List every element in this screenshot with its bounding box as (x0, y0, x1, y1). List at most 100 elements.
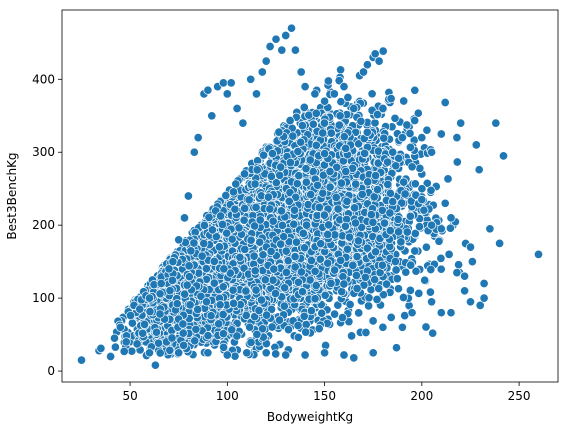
data-point (267, 322, 277, 332)
data-point (228, 285, 238, 295)
data-point (351, 270, 361, 281)
data-point (221, 190, 231, 201)
data-point (281, 246, 291, 256)
data-point (391, 265, 401, 275)
data-point (297, 287, 308, 297)
data-point (371, 247, 381, 257)
data-point (230, 351, 240, 361)
data-point (353, 236, 363, 246)
data-point (301, 327, 311, 337)
data-points (76, 23, 544, 370)
data-point (318, 128, 328, 138)
data-point (428, 328, 438, 338)
data-point (314, 202, 324, 212)
data-point (239, 215, 249, 225)
data-point (277, 220, 287, 230)
data-point (245, 322, 255, 332)
data-point (364, 301, 374, 311)
data-point (333, 204, 343, 214)
data-point (276, 239, 286, 249)
data-point (293, 332, 303, 342)
data-point (254, 305, 264, 316)
data-point (411, 266, 421, 276)
data-point (291, 237, 302, 247)
data-point (410, 179, 420, 189)
data-point (342, 244, 353, 254)
data-point (296, 137, 306, 147)
data-point (325, 182, 335, 192)
data-point (311, 280, 321, 291)
data-point (337, 287, 347, 297)
data-point (218, 329, 228, 339)
data-point (314, 324, 324, 334)
data-point (336, 65, 346, 75)
data-point (244, 195, 254, 205)
data-point (386, 312, 396, 322)
data-point (385, 226, 395, 236)
data-point (474, 165, 484, 175)
data-point (279, 301, 289, 311)
data-point (405, 285, 415, 295)
data-point (344, 232, 355, 242)
data-point (268, 216, 278, 226)
data-point (339, 132, 349, 142)
data-point (289, 205, 300, 215)
data-point (370, 118, 380, 128)
data-point (360, 272, 370, 282)
data-point (241, 286, 251, 296)
data-point (304, 110, 314, 120)
data-point (228, 187, 239, 197)
data-point (324, 220, 334, 230)
data-point (436, 253, 446, 263)
data-point (420, 275, 430, 285)
data-point (393, 284, 404, 294)
data-point (370, 275, 380, 285)
data-point (454, 260, 464, 270)
data-point (284, 196, 294, 206)
data-point (289, 219, 299, 229)
data-point (255, 215, 265, 225)
data-point (374, 283, 384, 294)
data-point (310, 266, 320, 276)
data-point (246, 235, 256, 245)
data-point (280, 283, 290, 293)
data-point (318, 188, 328, 198)
data-point (426, 185, 436, 195)
data-point (434, 236, 444, 246)
data-point (440, 97, 450, 108)
data-point (362, 243, 372, 253)
data-point (298, 228, 308, 238)
data-point (317, 308, 327, 318)
data-point (414, 222, 425, 232)
data-point (219, 342, 229, 352)
data-point (410, 115, 420, 126)
data-point (421, 242, 431, 252)
data-point (296, 267, 306, 277)
data-point (347, 331, 357, 341)
data-point (391, 343, 402, 353)
data-point (274, 315, 285, 325)
data-point (250, 179, 260, 189)
data-point (391, 161, 401, 171)
data-point (400, 189, 410, 199)
data-point (234, 223, 244, 233)
data-point (392, 274, 402, 284)
data-point (251, 285, 261, 295)
data-point (218, 309, 228, 320)
data-point (415, 163, 425, 173)
data-point (426, 264, 436, 275)
data-point (293, 146, 303, 157)
data-point (204, 212, 214, 222)
data-point (352, 252, 362, 262)
data-point (230, 204, 240, 214)
data-point (356, 116, 366, 126)
data-point (294, 171, 304, 181)
data-point (312, 180, 323, 190)
data-point (410, 246, 420, 256)
data-point (401, 267, 411, 277)
data-point (402, 227, 412, 237)
data-point (360, 148, 370, 158)
data-point (337, 313, 348, 323)
data-point (379, 133, 389, 143)
data-point (262, 310, 272, 320)
